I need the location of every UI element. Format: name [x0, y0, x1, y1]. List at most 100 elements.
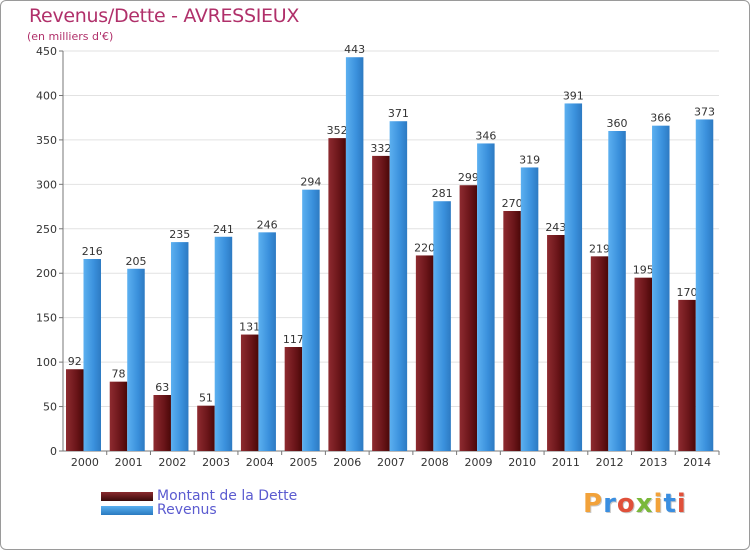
bar-revenue — [127, 268, 145, 451]
data-label: 131 — [239, 321, 260, 334]
data-label: 241 — [213, 223, 234, 236]
data-label: 352 — [327, 124, 348, 137]
bar-revenue — [345, 57, 364, 451]
chart-title: Revenus/Dette - AVRESSIEUX — [29, 5, 300, 27]
bar-revenue — [83, 259, 101, 451]
legend-label-debt: Montant de la Dette — [157, 488, 298, 504]
x-tick-label: 2002 — [158, 456, 186, 469]
logo-letter: r — [603, 489, 617, 519]
bar-revenue — [214, 236, 233, 451]
legend-item-revenue: Revenus — [101, 502, 217, 518]
data-label: 195 — [633, 264, 654, 277]
y-tick-label: 0 — [50, 445, 57, 458]
y-tick-label: 100 — [36, 356, 57, 369]
data-label: 299 — [458, 171, 479, 184]
bar-revenue — [652, 125, 670, 452]
bar-revenue — [433, 201, 451, 451]
y-tick-label: 50 — [43, 401, 57, 414]
data-label: 235 — [169, 228, 190, 241]
logo-letter: P — [583, 489, 604, 519]
bar-debt — [153, 395, 171, 451]
x-tick-label: 2008 — [421, 456, 449, 469]
bar-debt — [415, 255, 434, 451]
bar-revenue — [520, 167, 539, 451]
logo-letter: i — [653, 489, 664, 519]
logo-letter: o — [616, 489, 636, 519]
x-tick-label: 2013 — [639, 456, 667, 469]
data-label: 346 — [475, 129, 496, 142]
y-tick-label: 150 — [36, 312, 57, 325]
x-tick-label: 2011 — [552, 456, 580, 469]
data-label: 332 — [370, 142, 391, 155]
bar-debt — [372, 155, 390, 451]
x-tick-label: 2001 — [115, 456, 143, 469]
bar-revenue — [302, 189, 320, 451]
data-label: 281 — [432, 187, 453, 200]
bar-debt — [590, 256, 609, 451]
bar-revenue — [477, 143, 495, 451]
bar-debt — [197, 405, 215, 451]
bar-revenue — [564, 103, 583, 451]
data-label: 391 — [563, 89, 584, 102]
y-tick-label: 350 — [36, 134, 57, 147]
x-tick-label: 2004 — [246, 456, 274, 469]
data-label: 92 — [68, 355, 82, 368]
bar-revenue — [170, 242, 189, 451]
data-label: 443 — [344, 43, 365, 56]
data-label: 371 — [388, 107, 409, 120]
x-tick-label: 2014 — [683, 456, 711, 469]
x-tick-label: 2007 — [377, 456, 405, 469]
legend-label-revenue: Revenus — [157, 502, 217, 518]
bar-revenue — [258, 232, 276, 451]
y-tick-label: 400 — [36, 89, 57, 102]
data-label: 366 — [650, 112, 671, 125]
x-tick-label: 2000 — [71, 456, 99, 469]
data-label: 360 — [607, 117, 628, 130]
proxiti-logo: Proxiti — [583, 489, 687, 519]
bar-debt — [459, 185, 478, 451]
logo-letter: x — [635, 489, 654, 519]
bar-revenue — [608, 131, 626, 451]
bar-revenue — [695, 119, 714, 451]
bar-debt — [678, 299, 696, 451]
data-label: 117 — [283, 333, 304, 346]
bar-debt — [109, 381, 128, 451]
x-tick-label: 2003 — [202, 456, 230, 469]
bar-debt — [503, 211, 521, 451]
x-tick-label: 2009 — [464, 456, 492, 469]
data-label: 205 — [125, 255, 146, 268]
data-label: 270 — [502, 197, 523, 210]
chart-subtitle: (en milliers d'€) — [27, 30, 114, 43]
bar-debt — [328, 138, 346, 451]
data-label: 170 — [677, 286, 698, 299]
y-tick-label: 200 — [36, 267, 57, 280]
legend-item-debt: Montant de la Dette — [101, 488, 298, 504]
x-tick-label: 2006 — [333, 456, 361, 469]
logo-letter: t — [663, 489, 677, 519]
data-label: 220 — [414, 241, 435, 254]
bar-debt — [66, 369, 84, 451]
bar-revenue — [389, 121, 408, 451]
data-label: 294 — [300, 176, 321, 189]
bar-debt — [284, 347, 303, 451]
bar-debt — [634, 277, 653, 451]
data-label: 373 — [694, 105, 715, 118]
data-label: 78 — [111, 368, 125, 381]
legend-swatch-revenue — [101, 505, 153, 515]
bar-debt — [547, 235, 565, 451]
data-label: 63 — [155, 381, 169, 394]
data-label: 319 — [519, 153, 540, 166]
data-label: 216 — [82, 245, 103, 258]
data-label: 51 — [199, 392, 213, 405]
legend-swatch-debt — [101, 491, 153, 501]
logo-letter: i — [676, 489, 687, 519]
y-tick-label: 250 — [36, 223, 57, 236]
x-tick-label: 2005 — [290, 456, 318, 469]
bar-debt — [240, 334, 259, 451]
y-tick-label: 300 — [36, 178, 57, 191]
data-label: 219 — [589, 242, 610, 255]
x-tick-label: 2010 — [508, 456, 536, 469]
data-label: 243 — [545, 221, 566, 234]
